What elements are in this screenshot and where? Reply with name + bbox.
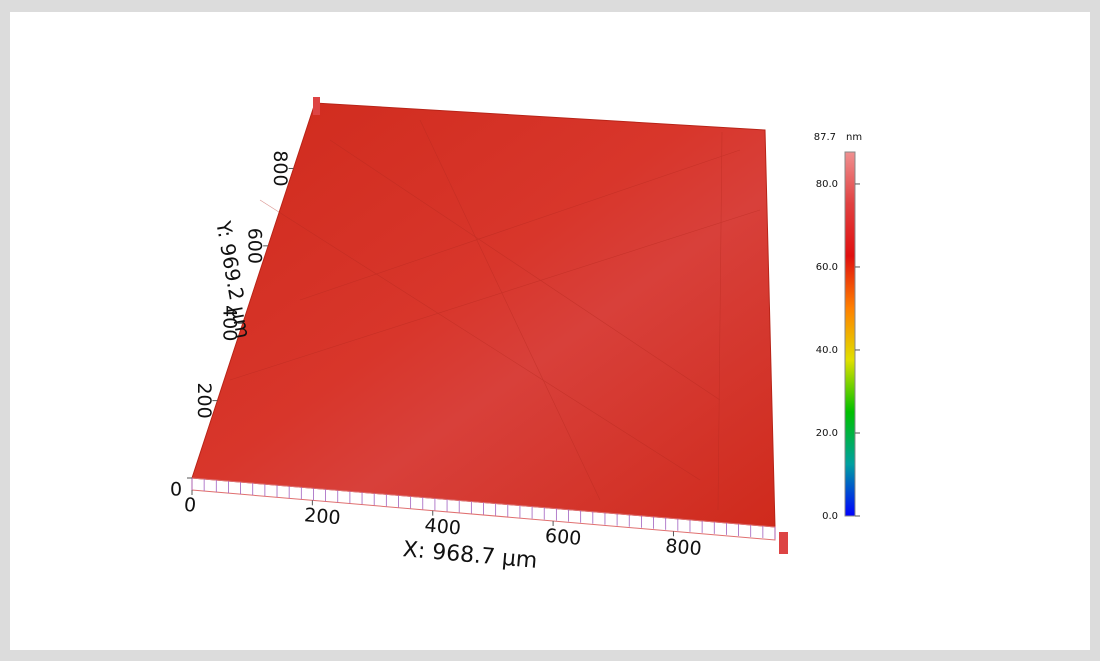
surface-texture bbox=[229, 119, 761, 511]
wall-lines bbox=[191, 478, 776, 539]
colorbar-unit: nm bbox=[846, 132, 862, 143]
colorbar-tick-label: 20.0 bbox=[816, 428, 838, 439]
colorbar-max: 87.7 bbox=[814, 132, 836, 143]
x-tick-label: 400 bbox=[424, 514, 462, 539]
x-tick-label: 600 bbox=[544, 525, 582, 550]
x-tick-label: 200 bbox=[303, 504, 341, 529]
y-tick-label: 0 bbox=[170, 479, 182, 501]
y-tick-label: 400 bbox=[218, 305, 240, 341]
corner-post bbox=[779, 532, 788, 554]
x-tick-label: 0 bbox=[183, 494, 197, 517]
corner-post bbox=[313, 97, 320, 115]
y-tick-label: 800 bbox=[269, 150, 291, 186]
y-tick-label: 200 bbox=[193, 382, 215, 418]
x-tick-label: 800 bbox=[664, 535, 702, 560]
colorbar-tick-label: 0.0 bbox=[822, 511, 838, 522]
colorbar-tick-label: 40.0 bbox=[816, 345, 838, 356]
colorbar-tick-label: 60.0 bbox=[816, 262, 838, 273]
y-tick-label: 600 bbox=[244, 228, 266, 264]
colorbar-tick-label: 80.0 bbox=[816, 179, 838, 190]
colorbar bbox=[844, 151, 856, 517]
